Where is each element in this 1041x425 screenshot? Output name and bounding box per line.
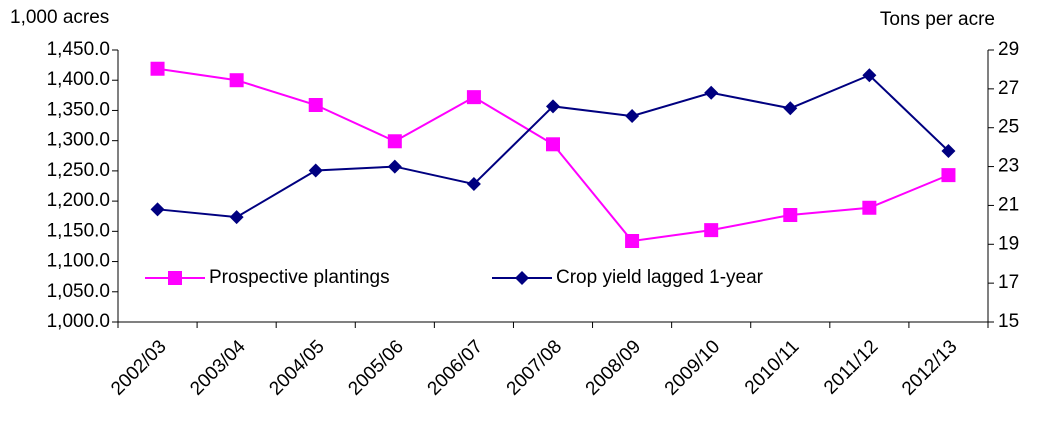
marker (704, 85, 719, 100)
legend-marker (515, 271, 529, 285)
marker (308, 163, 323, 178)
y2-tick-label: 25 (998, 117, 1019, 138)
x-tick-label: 2011/12 (820, 336, 882, 398)
marker (941, 168, 956, 183)
y-tick-label: 1,350.0 (47, 99, 110, 120)
marker (387, 159, 402, 174)
x-tick-label: 2010/11 (741, 336, 803, 398)
y2-tick-label: 21 (998, 194, 1019, 215)
y-tick-label: 1,000.0 (47, 311, 110, 332)
y2-tick-label: 27 (998, 78, 1019, 99)
y2-tick-label: 29 (998, 39, 1019, 60)
marker (546, 137, 560, 152)
marker (466, 177, 481, 192)
y-tick-label: 1,050.0 (47, 281, 110, 302)
x-tick-label: 2004/05 (265, 336, 328, 399)
y-tick-label: 1,400.0 (47, 69, 110, 90)
series-line (157, 67, 949, 243)
y2-tick-label: 19 (998, 233, 1019, 254)
y2-axis-title: Tons per acre (880, 9, 995, 30)
marker (229, 210, 244, 225)
marker (546, 99, 560, 114)
marker (625, 109, 640, 124)
y2-tick-label: 15 (998, 311, 1019, 332)
marker (783, 101, 798, 116)
x-tick-label: 2006/07 (424, 336, 487, 399)
x-tick-label: 2002/03 (107, 336, 170, 399)
y2-tick-label: 23 (998, 156, 1019, 177)
x-tick-label: 2003/04 (186, 336, 250, 400)
y-axis-title: 1,000 acres (10, 7, 109, 28)
marker (466, 90, 481, 105)
marker (150, 202, 165, 217)
x-tick-label: 2007/08 (503, 336, 566, 399)
legend-label: Prospective plantings (209, 267, 390, 288)
marker (387, 134, 402, 149)
x-tick-label: 2012/13 (898, 336, 961, 399)
marker (229, 73, 244, 88)
marker (941, 144, 956, 159)
y-tick-label: 1,300.0 (47, 130, 110, 151)
y-tick-label: 1,250.0 (47, 160, 110, 181)
x-tick-label: 2005/06 (344, 336, 407, 399)
marker (862, 200, 877, 215)
legend-label: Crop yield lagged 1-year (556, 267, 764, 288)
marker (625, 234, 640, 249)
marker (150, 61, 165, 76)
y2-tick-label: 17 (998, 272, 1019, 293)
y-tick-label: 1,450.0 (47, 39, 110, 60)
y-tick-label: 1,150.0 (47, 220, 110, 241)
marker (704, 223, 719, 238)
legend-marker (168, 271, 182, 285)
marker (783, 208, 798, 223)
y-tick-label: 1,100.0 (47, 251, 110, 272)
marker (862, 68, 877, 83)
marker (308, 98, 323, 113)
x-tick-label: 2009/10 (661, 336, 724, 399)
x-tick-label: 2008/09 (582, 336, 645, 399)
y-tick-label: 1,200.0 (47, 190, 110, 211)
